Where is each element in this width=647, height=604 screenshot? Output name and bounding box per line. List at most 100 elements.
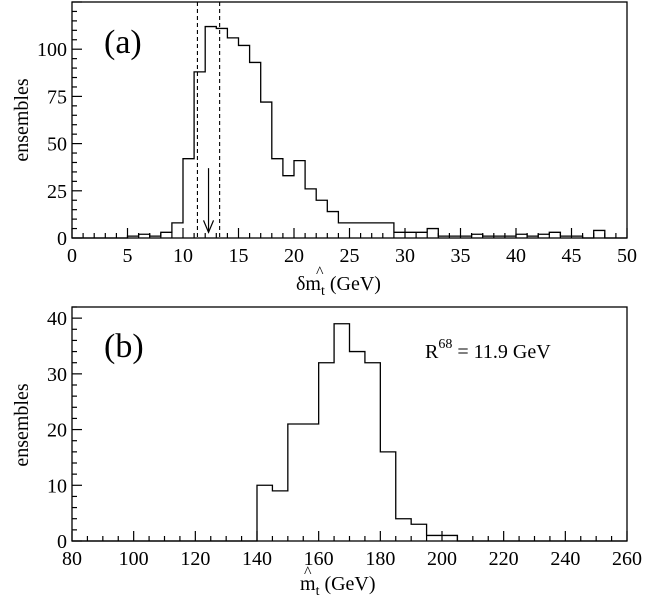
- ticks-a: 0 5 10 15 20 25 30 35 40 45 50 0 25 50 75 100: [37, 1, 637, 267]
- histogram-bin-b: [350, 352, 365, 541]
- resolution-annotation: R68 = 11.9 GeV: [425, 337, 551, 363]
- histogram-bin-a: [227, 38, 238, 238]
- x-axis-title-a: δmt (GeV) ^: [296, 264, 381, 299]
- histogram-bin-b: [396, 519, 411, 541]
- annotation-rest: = 11.9 GeV: [452, 341, 551, 363]
- histogram-bin-a: [327, 212, 338, 238]
- x-title-hat-a: ^: [316, 264, 324, 281]
- svg-text:mt (GeV): mt (GeV): [300, 573, 376, 599]
- x-tick-label-b: 120: [180, 548, 210, 570]
- annotation-r: R: [425, 341, 439, 363]
- histogram-bin-a: [394, 232, 405, 238]
- x-tick-label-a: 30: [395, 245, 415, 267]
- histogram-bin-a: [261, 102, 272, 238]
- arrow-head: [202, 220, 215, 234]
- histogram-bin-b: [288, 424, 303, 541]
- x-tick-label-a: 15: [229, 245, 249, 267]
- histogram-bin-a: [272, 159, 283, 238]
- x-axis-title-b: mt (GeV) ^: [300, 564, 376, 599]
- histogram-bin-a: [316, 200, 327, 238]
- histogram-bin-a: [250, 62, 261, 238]
- histogram-bin-a: [383, 223, 394, 238]
- panel-label-b: (b): [104, 328, 144, 365]
- histogram-bin-a: [416, 232, 427, 238]
- x-title-unit-b: (GeV): [319, 573, 375, 595]
- x-tick-label-a: 45: [562, 245, 582, 267]
- x-tick-label-b: 200: [427, 548, 457, 570]
- x-tick-label-b: 180: [365, 548, 395, 570]
- x-title-main-b: m: [300, 573, 316, 595]
- histogram-bin-a: [549, 232, 560, 238]
- histogram-bin-a: [205, 27, 216, 238]
- y-axis-title-a: ensembles: [11, 78, 33, 162]
- x-tick-label-b: 140: [242, 548, 272, 570]
- x-tick-label-a: 35: [451, 245, 471, 267]
- histogram-bin-a: [294, 161, 305, 238]
- y-tick-label-b: 0: [57, 531, 67, 553]
- histogram-bin-b: [427, 535, 442, 541]
- y-tick-label-a: 100: [37, 39, 67, 61]
- y-tick-label-b: 30: [47, 364, 67, 386]
- markers-a: [196, 2, 221, 238]
- histogram-bin-a: [172, 223, 183, 238]
- panel-b: 80 100 120 140 160 180 200 220 240 260 0 10 20 30 40 (…: [11, 306, 642, 599]
- histogram-bin-a: [305, 189, 316, 238]
- x-tick-label-b: 160: [304, 548, 334, 570]
- histogram-bin-b: [442, 535, 457, 541]
- histogram-bin-a: [161, 232, 172, 238]
- y-tick-label-a: 0: [57, 228, 67, 250]
- y-tick-label-a: 25: [47, 181, 67, 203]
- histogram-bin-a: [183, 159, 194, 238]
- x-tick-label-a: 10: [173, 245, 193, 267]
- plot-frame-a: [71, 1, 628, 239]
- histogram-bin-a: [239, 45, 250, 238]
- y-tick-label-b: 20: [47, 420, 67, 442]
- x-tick-label-b: 240: [550, 548, 580, 570]
- x-title-unit-a: (GeV): [325, 273, 381, 295]
- x-tick-label-a: 25: [340, 245, 360, 267]
- y-axis-title-b: ensembles: [11, 383, 33, 467]
- histogram-bin-a: [338, 223, 349, 238]
- x-tick-label-b: 80: [62, 548, 82, 570]
- panel-label-a: (a): [104, 24, 142, 61]
- ticks-b: 80 100 120 140 160 180 200 220 240 260 0 10 20 30 40: [47, 306, 642, 570]
- histogram-bin-b: [272, 491, 287, 541]
- x-tick-label-b: 260: [612, 548, 642, 570]
- x-tick-label-a: 50: [617, 245, 637, 267]
- x-tick-label-b: 220: [489, 548, 519, 570]
- histogram-bin-a: [194, 72, 205, 238]
- histogram-bin-a: [405, 232, 416, 238]
- histogram-bin-a: [283, 176, 294, 238]
- histogram-bin-a: [594, 230, 605, 238]
- histogram-bin-b: [319, 363, 334, 541]
- histogram-bin-b: [365, 363, 380, 541]
- x-tick-label-a: 5: [123, 245, 133, 267]
- y-tick-label-b: 40: [47, 308, 67, 330]
- histogram-bin-a: [372, 223, 383, 238]
- histogram-b: [72, 323, 627, 542]
- x-title-sub-a: t: [321, 284, 325, 299]
- svg-text:δmt (GeV): δmt (GeV): [296, 273, 381, 299]
- histogram-bin-a: [350, 223, 361, 238]
- x-tick-label-b: 100: [119, 548, 149, 570]
- x-title-main-a: δm: [296, 273, 321, 295]
- histogram-a: [72, 25, 627, 239]
- histogram-bin-b: [257, 485, 272, 541]
- x-title-hat-b: ^: [304, 564, 312, 581]
- histogram-bin-b: [411, 524, 426, 541]
- y-tick-label-b: 10: [47, 475, 67, 497]
- y-tick-label-a: 75: [47, 86, 67, 108]
- x-tick-label-a: 20: [284, 245, 304, 267]
- histogram-bin-b: [380, 452, 395, 541]
- panel-a: 0 5 10 15 20 25 30 35 40 45 50 0 25 50 75 100 (a) ensem…: [11, 1, 637, 299]
- histogram-bin-a: [216, 28, 227, 238]
- y-tick-label-a: 50: [47, 134, 67, 156]
- x-tick-label-a: 0: [67, 245, 77, 267]
- histogram-bin-b: [303, 424, 318, 541]
- histogram-bin-a: [427, 229, 438, 238]
- x-title-sub-b: t: [316, 584, 320, 599]
- x-tick-label-a: 40: [506, 245, 526, 267]
- histogram-bin-a: [361, 223, 372, 238]
- annotation-sup: 68: [438, 337, 452, 352]
